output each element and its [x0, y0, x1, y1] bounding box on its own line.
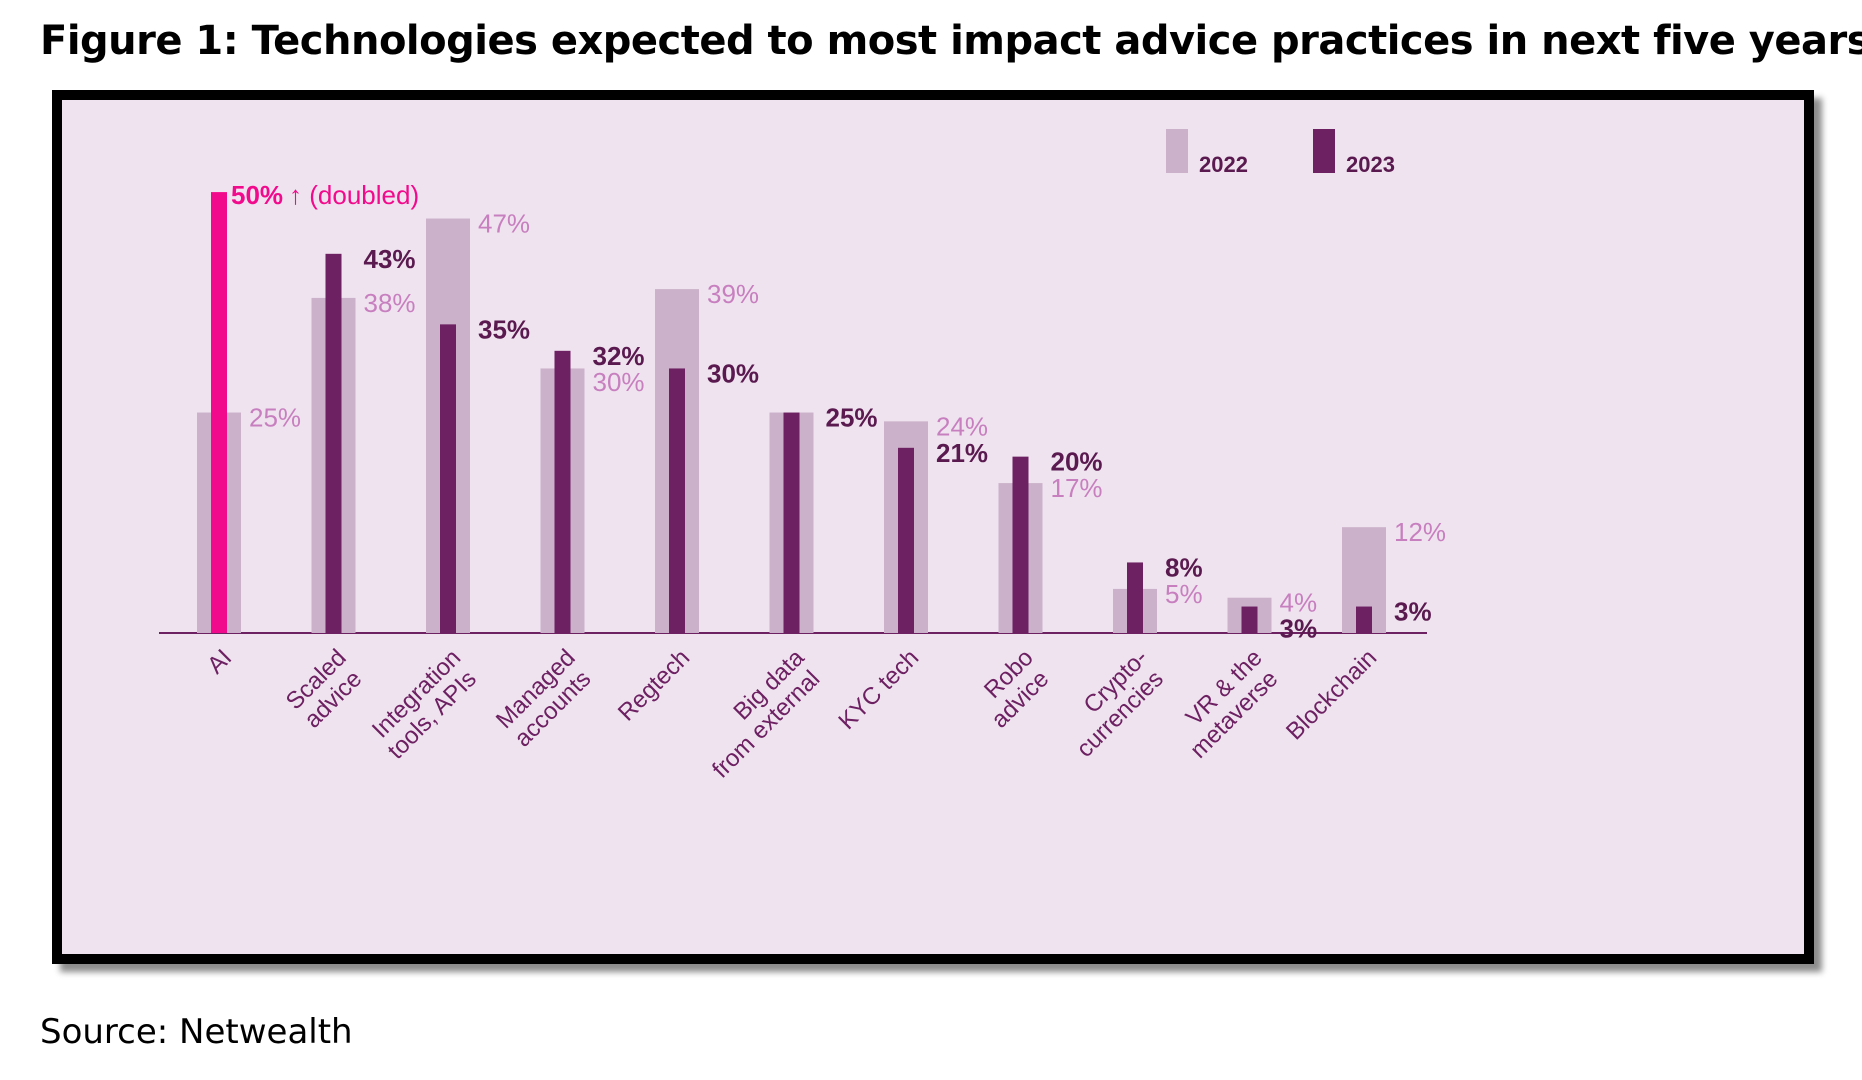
- value-label-2023: 25%: [826, 403, 878, 433]
- value-label-2022: 39%: [707, 279, 759, 309]
- bar-2023: [1127, 562, 1143, 633]
- bar-2023: [554, 350, 571, 633]
- bar-2023: [783, 412, 800, 633]
- bar-2023: [325, 253, 342, 633]
- value-label-2023: 3%: [1394, 597, 1432, 627]
- chart-frame: 50% ↑ (doubled) 25% AI 38% 43% Scaledadvice 47%…: [52, 90, 1814, 964]
- legend-label-2023: 2023: [1346, 152, 1395, 177]
- value-label-2023: 43%: [364, 244, 416, 274]
- figure-title: Figure 1: Technologies expected to most …: [40, 18, 1862, 64]
- legend-swatch-2023: [1313, 129, 1335, 173]
- value-label-2023: 20%: [1051, 447, 1103, 477]
- bar-2023: [1012, 456, 1029, 633]
- bar-chart: 50% ↑ (doubled)25%AI38%43%Scaledadvice47%…: [62, 100, 1804, 954]
- value-label-2023: 35%: [478, 314, 530, 344]
- bar-2023: [669, 368, 685, 633]
- value-label-2023: 8%: [1165, 552, 1203, 582]
- value-label-2022: 38%: [364, 288, 416, 318]
- bar-2023: [1356, 606, 1372, 633]
- bar-2023: [898, 447, 914, 633]
- value-label-2023: 50% ↑ (doubled): [231, 180, 419, 210]
- value-label-2022: 25%: [249, 403, 301, 433]
- value-label-2022: 4%: [1280, 588, 1318, 618]
- value-label-2022: 30%: [593, 367, 645, 397]
- legend-label-2022: 2022: [1199, 152, 1248, 177]
- value-label-2023: 21%: [936, 438, 988, 468]
- bar-2023: [1241, 606, 1258, 633]
- bar-2023: [440, 324, 456, 633]
- source-note: Source: Netwealth: [40, 1012, 353, 1052]
- value-label-2022: 5%: [1165, 579, 1203, 609]
- legend-swatch-2022: [1166, 129, 1188, 173]
- bar-2023: [211, 192, 227, 633]
- value-label-2022: 47%: [478, 209, 530, 239]
- value-label-2023: 30%: [707, 358, 759, 388]
- value-label-2023: 3%: [1280, 614, 1318, 644]
- value-label-2022: 12%: [1394, 517, 1446, 547]
- value-label-2023: 32%: [593, 341, 645, 371]
- value-label-2022: 24%: [936, 411, 988, 441]
- value-label-2022: 17%: [1051, 473, 1103, 503]
